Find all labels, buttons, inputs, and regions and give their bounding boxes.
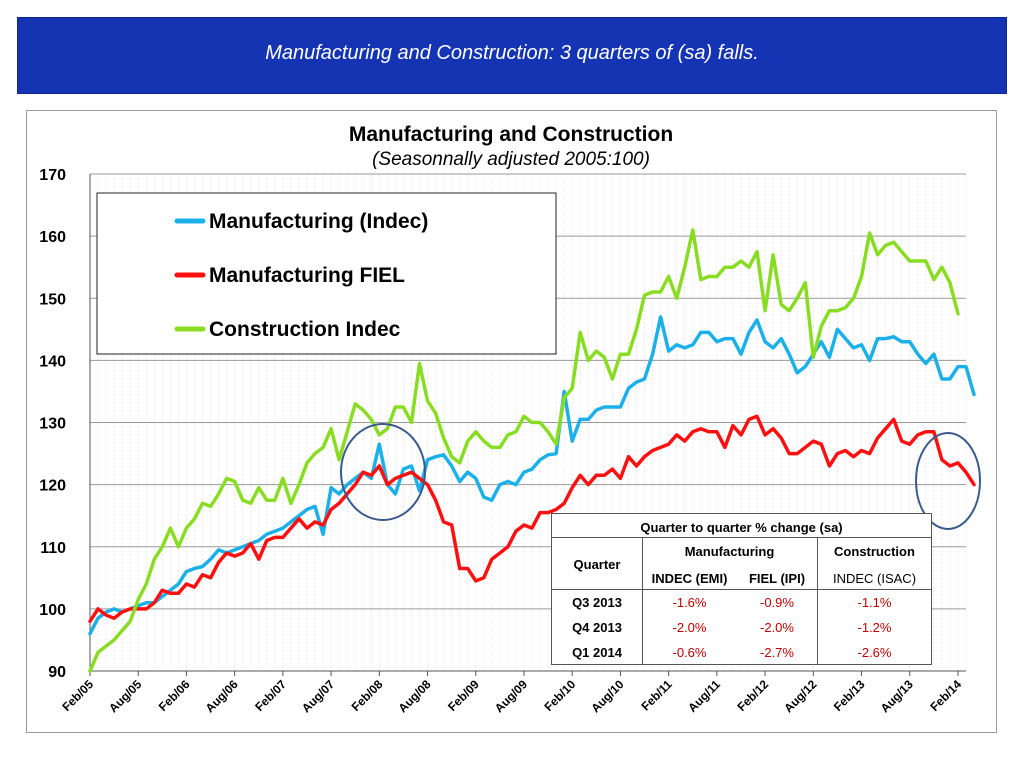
fiel-ipi-header: FIEL (IPI)	[748, 571, 806, 586]
x-tick-label: Feb/07	[252, 677, 289, 714]
highlight-circle	[340, 423, 426, 521]
x-tick-label: Aug/11	[685, 677, 723, 715]
series-line	[88, 315, 976, 636]
quarterly-change-table: Quarter to quarter % change (sa) Quarter…	[551, 513, 932, 665]
legend-label: Construction Indec	[209, 318, 401, 341]
series-line	[88, 228, 960, 673]
table-cell-isac: -1.1%	[857, 595, 892, 610]
x-tick-label: Aug/06	[203, 677, 241, 715]
table-cell-emi: -1.6%	[672, 595, 707, 610]
title-banner: Manufacturing and Construction: 3 quarte…	[17, 17, 1007, 94]
table-divider	[552, 589, 931, 590]
table-cell-isac: -1.2%	[857, 620, 892, 635]
chart-legend: Manufacturing (Indec) Manufacturing FIEL C…	[96, 192, 557, 355]
table-cell-emi: -0.6%	[672, 645, 707, 660]
x-tick-label: Feb/11	[638, 677, 675, 714]
y-tick-label: 130	[39, 416, 66, 433]
x-tick-label: Aug/10	[588, 677, 626, 715]
table-row-quarter: Q3 2013	[572, 595, 622, 610]
manufacturing-group-header: Manufacturing	[684, 544, 775, 559]
y-tick-label: 100	[39, 602, 66, 619]
table-cell-isac: -2.6%	[857, 645, 892, 660]
chart-highlights	[340, 423, 981, 530]
chart-series	[88, 228, 976, 673]
y-tick-label: 140	[39, 353, 66, 370]
x-tick-label: Aug/09	[492, 677, 530, 715]
x-tick-label: Feb/13	[831, 677, 868, 714]
quarter-header: Quarter	[573, 557, 621, 572]
table-divider	[552, 537, 931, 538]
x-tick-label: Feb/12	[734, 677, 771, 714]
y-tick-label: 170	[39, 167, 66, 184]
x-tick-label: Feb/09	[445, 677, 482, 714]
construction-group-header: Construction	[834, 544, 915, 559]
x-tick-label: Aug/05	[106, 677, 144, 715]
y-tick-label: 120	[39, 478, 66, 495]
x-tick-label: Feb/10	[542, 677, 579, 714]
indec-isac-header: INDEC (ISAC)	[832, 571, 917, 586]
table-cell-ipi: -2.7%	[760, 645, 794, 660]
table-row-quarter: Q1 2014	[572, 645, 622, 660]
table-divider	[817, 537, 818, 664]
y-tick-label: 150	[39, 291, 66, 308]
chart-title: Manufacturing and Construction	[349, 123, 673, 146]
table-cell-ipi: -0.9%	[760, 595, 794, 610]
table-title: Quarter to quarter % change (sa)	[640, 520, 843, 535]
highlight-circle	[915, 432, 981, 530]
legend-label: Manufacturing FIEL	[209, 264, 405, 287]
table-cell-emi: -2.0%	[672, 620, 707, 635]
x-tick-label: Feb/14	[927, 677, 964, 714]
table-divider	[642, 537, 643, 664]
legend-box	[96, 192, 557, 355]
x-tick-label: Aug/07	[299, 677, 337, 715]
x-tick-label: Aug/12	[781, 677, 819, 715]
indec-emi-header: INDEC (EMI)	[651, 571, 728, 586]
x-tick-label: Feb/08	[349, 677, 386, 714]
table-row-quarter: Q4 2013	[572, 620, 622, 635]
x-tick-label: Feb/05	[59, 677, 96, 714]
x-tick-label: Aug/13	[878, 677, 916, 715]
y-tick-label: 90	[48, 664, 66, 681]
x-tick-label: Feb/06	[156, 677, 193, 714]
legend-label: Manufacturing (Indec)	[209, 210, 428, 233]
slide-title: Manufacturing and Construction: 3 quarte…	[265, 42, 759, 64]
x-tick-label: Aug/08	[395, 677, 433, 715]
chart-subtitle: (Seasonnally adjusted 2005:100)	[372, 149, 650, 170]
table-cell-ipi: -2.0%	[760, 620, 794, 635]
y-tick-label: 160	[39, 229, 66, 246]
y-tick-label: 110	[40, 540, 66, 557]
series-line	[88, 414, 976, 624]
